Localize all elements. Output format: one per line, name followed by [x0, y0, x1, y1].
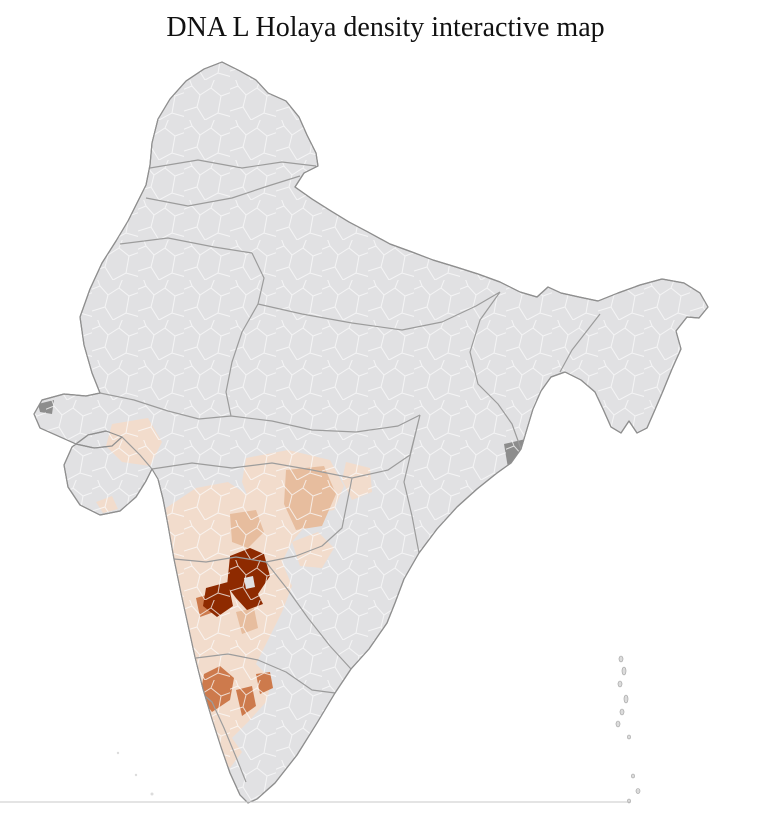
- india-outline: [33, 61, 709, 804]
- state-borders: [99, 159, 601, 783]
- page-title: DNA L Holaya density interactive map: [166, 12, 605, 43]
- island-chain-andaman-nicobar: [615, 655, 641, 804]
- island-chain-lakshadweep: [116, 751, 154, 796]
- district-borders-overlay: [34, 62, 708, 803]
